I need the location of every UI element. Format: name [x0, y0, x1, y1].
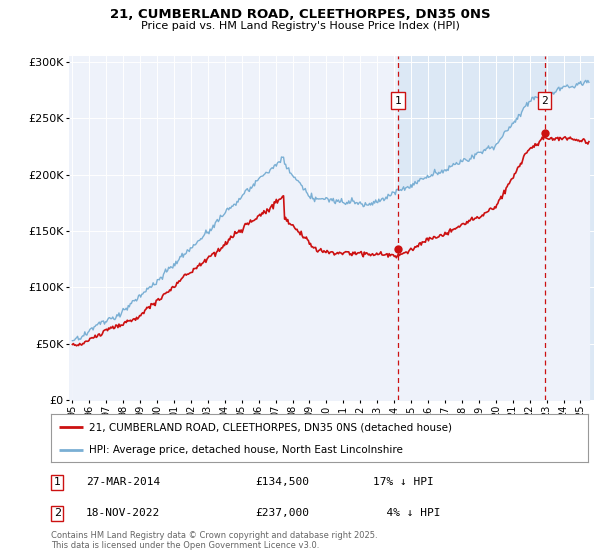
Text: 18-NOV-2022: 18-NOV-2022 — [86, 508, 160, 519]
Text: 1: 1 — [395, 96, 401, 106]
Text: Contains HM Land Registry data © Crown copyright and database right 2025.
This d: Contains HM Land Registry data © Crown c… — [51, 531, 377, 550]
Text: 1: 1 — [54, 477, 61, 487]
Bar — [398, 56, 594, 400]
Text: 21, CUMBERLAND ROAD, CLEETHORPES, DN35 0NS (detached house): 21, CUMBERLAND ROAD, CLEETHORPES, DN35 0… — [89, 422, 452, 432]
Text: 2: 2 — [541, 96, 548, 106]
Text: 21, CUMBERLAND ROAD, CLEETHORPES, DN35 0NS: 21, CUMBERLAND ROAD, CLEETHORPES, DN35 0… — [110, 8, 490, 21]
Text: 2: 2 — [54, 508, 61, 519]
Text: 27-MAR-2014: 27-MAR-2014 — [86, 477, 160, 487]
Text: Price paid vs. HM Land Registry's House Price Index (HPI): Price paid vs. HM Land Registry's House … — [140, 21, 460, 31]
Text: £134,500: £134,500 — [255, 477, 309, 487]
Text: HPI: Average price, detached house, North East Lincolnshire: HPI: Average price, detached house, Nort… — [89, 445, 403, 455]
Text: £237,000: £237,000 — [255, 508, 309, 519]
Text: 17% ↓ HPI: 17% ↓ HPI — [373, 477, 434, 487]
Text: 4% ↓ HPI: 4% ↓ HPI — [373, 508, 440, 519]
